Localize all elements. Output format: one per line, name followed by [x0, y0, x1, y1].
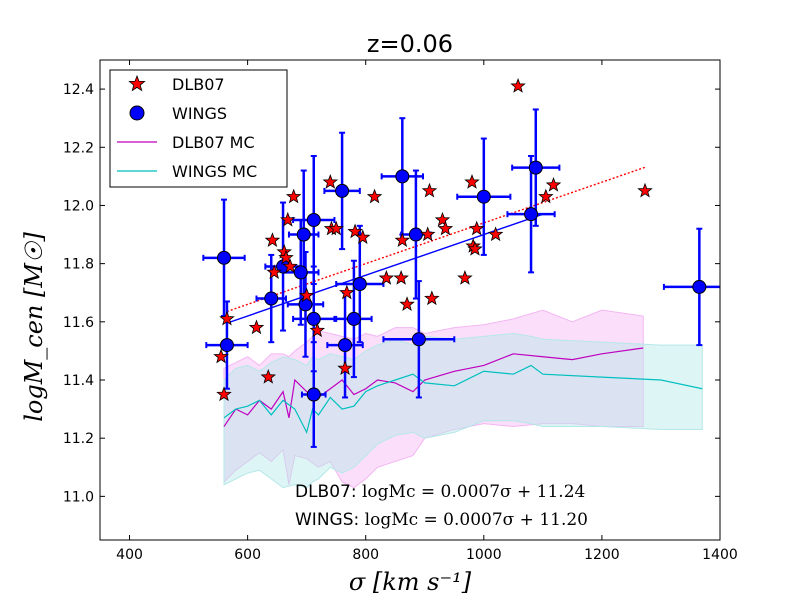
dlb07-point-11: [285, 188, 302, 204]
annotation-dlb07-prefix: DLB07:: [295, 482, 362, 502]
wings-point-12: [346, 311, 361, 326]
legend-label-0: DLB07: [172, 75, 225, 94]
dlb07-point-5: [264, 232, 281, 247]
dlb07-point-8: [278, 249, 294, 265]
dlb07-point-30: [437, 220, 454, 236]
dlb07-point-29: [434, 211, 451, 227]
dlb07-point-12: [298, 287, 315, 303]
wings-point-5: [296, 227, 311, 242]
x-tick-label-1: 600: [234, 547, 261, 563]
x-tick-label-5: 1400: [702, 547, 738, 563]
dlb07-point-37: [510, 78, 526, 93]
axes-frame: [99, 59, 721, 541]
annotation-wings-prefix: WINGS:: [295, 510, 365, 530]
wings-point-13: [352, 277, 367, 291]
dlb07-point-2: [219, 310, 235, 326]
dlb07-point-25: [399, 296, 415, 311]
dlb07-mc-line: [223, 347, 644, 427]
chart-title: z=0.06: [367, 30, 453, 58]
x-tick-label-3: 1000: [466, 547, 502, 563]
y-tick-label-4: 11.8: [63, 257, 94, 273]
wings-point-0: [217, 250, 231, 265]
dlb07-point-1: [216, 386, 232, 402]
dlb07-point-16: [328, 220, 344, 236]
dlb07-point-34: [467, 240, 483, 256]
x-tick-label-0: 400: [116, 547, 143, 563]
dlb07-point-13: [309, 322, 326, 338]
annotation-dlb07: DLB07: logMc = 0.0007σ + 11.24: [295, 482, 585, 502]
wings-point-17: [476, 189, 491, 204]
y-tick-label-3: 11.6: [63, 315, 94, 331]
annotation-wings-formula: logMc = 0.0007σ + 11.20: [365, 510, 588, 530]
dlb07-point-17: [337, 360, 353, 375]
dlb07-point-6: [266, 264, 282, 279]
y-axis-label: logM_cen [M☉]: [20, 232, 48, 422]
legend: DLB07 WINGS DLB07 MC WINGS MC: [109, 69, 288, 188]
dlb07-point-39: [545, 176, 562, 192]
wings-point-2: [264, 291, 279, 306]
dlb07-point-40: [637, 182, 653, 198]
legend-box: [109, 69, 288, 188]
wings-point-10: [335, 183, 350, 198]
y-tick-label-0: 11.0: [63, 489, 94, 505]
x-axis-label: σ [km s⁻¹]: [349, 568, 472, 596]
dlb07-fit-line: [226, 166, 647, 313]
dlb07-point-20: [355, 229, 371, 245]
annotation-dlb07-formula: logMc = 0.0007σ + 11.24: [362, 482, 585, 502]
dlb07-point-14: [322, 174, 339, 189]
dlb07-point-22: [378, 270, 395, 285]
dlb07-point-4: [260, 368, 277, 384]
annotation-wings: WINGS: logMc = 0.0007σ + 11.20: [295, 510, 588, 530]
ticks-layer: 400 600 800 1000 1200 1400 11.0 11.2 11.4 11.6 11.…: [63, 60, 738, 563]
x-tick-label-2: 800: [352, 547, 379, 563]
dlb07-point-26: [419, 226, 436, 242]
dlb07-point-23: [393, 270, 409, 285]
dlb07-point-3: [248, 319, 265, 335]
dlb07-point-10: [282, 258, 298, 274]
plot-area: [202, 78, 720, 489]
x-tick-label-4: 1200: [584, 547, 620, 563]
legend-circle-icon: [129, 105, 145, 121]
wings-point-7: [306, 213, 321, 227]
wings-point-14: [395, 169, 410, 184]
dlb07-point-35: [468, 220, 485, 236]
y-tick-label-6: 12.2: [63, 140, 94, 156]
y-tick-label-2: 11.4: [63, 373, 94, 389]
wings-mc-line: [223, 364, 703, 435]
dlb07-point-18: [339, 284, 355, 300]
dlb07-point-19: [347, 223, 363, 239]
legend-star-icon: [128, 74, 146, 92]
wings-point-11: [338, 338, 353, 353]
wings-point-4: [293, 265, 308, 280]
wings-point-18: [524, 207, 539, 222]
wings-point-8: [306, 311, 321, 326]
dlb07-point-31: [457, 270, 473, 285]
dlb07-point-21: [366, 188, 383, 204]
dlb07-point-9: [280, 211, 296, 227]
dlb07-point-28: [424, 290, 440, 306]
wings-point-19: [528, 160, 543, 175]
legend-label-1: WINGS: [172, 104, 227, 123]
wings-point-15: [408, 227, 423, 242]
dlb07-point-0: [213, 348, 229, 364]
dlb07-point-27: [421, 182, 438, 198]
legend-label-2: DLB07 MC: [172, 133, 255, 152]
dlb07-point-38: [538, 188, 554, 204]
y-tick-label-7: 12.4: [63, 82, 94, 98]
y-tick-label-1: 11.2: [63, 431, 94, 447]
y-tick-label-5: 12.0: [63, 198, 94, 214]
wings-point-20: [692, 279, 707, 294]
dlb07-point-32: [464, 174, 480, 189]
wings-point-16: [411, 332, 426, 347]
wings-point-9: [306, 387, 321, 402]
dlb07-point-24: [394, 232, 411, 247]
dlb07-point-36: [487, 226, 504, 242]
fit-annotations: DLB07: logMc = 0.0007σ + 11.24 WINGS: lo…: [295, 482, 588, 530]
plot-layer: [202, 78, 720, 489]
legend-label-3: WINGS MC: [172, 162, 257, 181]
wings-point-1: [219, 338, 234, 353]
